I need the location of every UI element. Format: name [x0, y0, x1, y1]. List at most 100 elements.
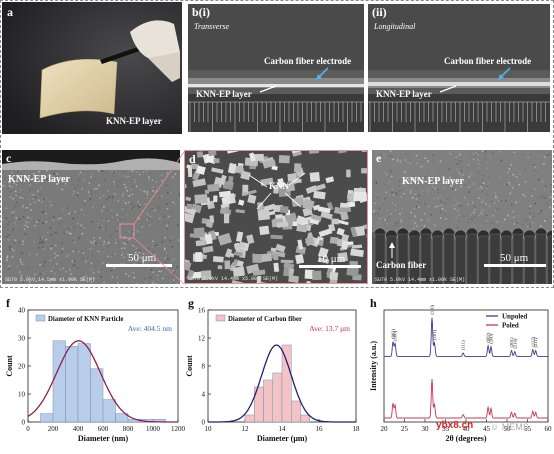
watermark-left: ybx8.cn [436, 420, 474, 431]
f-xlabel: Diameter (nm) [78, 434, 129, 443]
h-xtick-label: 20 [381, 425, 389, 433]
h-xtick-label: 50 [504, 425, 512, 433]
panel-b2-label: (ii) [372, 5, 387, 19]
c-layer-label: KNN-EP layer [8, 174, 70, 185]
panel-a-label: a [7, 5, 13, 19]
e-footer: SU70 5.0kV 14.4mm x1.00k SE(M) [375, 277, 466, 283]
panel-b1-label: b(i) [192, 5, 210, 19]
e-scale-text: 50 μm [500, 252, 529, 264]
panel-d-label: d [189, 152, 196, 166]
f-bar [65, 346, 79, 423]
h-ylabel: Intensity (a.u.) [369, 341, 378, 391]
f-xtick-label: 1000 [146, 425, 161, 433]
h-legend-label: Poled [502, 322, 519, 330]
h-xtick-label: 25 [401, 425, 409, 433]
f-ytick-label: 0 [22, 419, 26, 427]
g-bar [263, 379, 273, 423]
f-legend-label: Diameter of KNN Particle [48, 316, 124, 323]
f-average-label: Ave: 404.5 nm [128, 324, 172, 333]
panel-b2-sem: (ii) Longitudinal Carbon fiber electrode… [368, 4, 550, 132]
panel-f-label: f [6, 296, 10, 310]
panel-c-label: c [6, 151, 12, 165]
b2-cross-section [368, 4, 550, 132]
f-xtick-label: 400 [73, 425, 84, 433]
g-xtick-label: 18 [353, 425, 361, 433]
g-xtick-label: 14 [279, 425, 287, 433]
f-bar [40, 413, 54, 423]
f-fit-curve [27, 340, 178, 423]
h-peak-label: (100) [393, 330, 398, 340]
h-xtick-label: 45 [483, 425, 491, 433]
c-footer: SU70 5.0kV 14.5mm x1.00k SE(M) [5, 277, 96, 283]
panel-c-sem: c KNN-EP layer 50 μm SU70 5.0kV 14.5mm x… [2, 150, 180, 284]
g-fit-curve [208, 344, 356, 423]
panel-d-sem: d KNN 10 μm SU70 5.0kV 14.4mm x5.00k SE(… [184, 150, 368, 284]
panel-e-label: e [376, 151, 382, 165]
panel-h-label: h [370, 296, 377, 310]
g-xtick-label: 16 [316, 425, 324, 433]
g-bar [291, 400, 301, 423]
d-arrows [248, 172, 306, 210]
g-ytick-label: 8 [202, 363, 206, 371]
panel-a-photo: a KNN-EP layer [2, 2, 182, 134]
h-peak-label: (201) [509, 337, 514, 347]
e-texture [372, 150, 552, 284]
g-xtick-label: 10 [205, 425, 213, 433]
chart-h-xrd: 20 25 30 35 40 45 50 55 60 2θ (degrees) Intensity … [369, 304, 553, 443]
g-ytick-label: 0 [202, 419, 206, 427]
b2-electrode-label: Carbon fiber electrode [444, 56, 532, 66]
panel-b1-sem: b(i) Transverse Carbon fiber electrode K… [188, 4, 364, 132]
h-legend-label: Unpoled [502, 313, 527, 321]
chart-g-histogram: 10 12 14 16 18 0 4 8 12 16 Diameter (μm) Count Diame… [185, 307, 361, 444]
g-ytick-label: 12 [198, 335, 206, 343]
b1-cross-section [188, 4, 364, 132]
d-particle-label: KNN [269, 181, 289, 191]
panel-g-label: g [188, 296, 194, 310]
h-xtick-label: 40 [463, 425, 471, 433]
f-bar [102, 399, 116, 423]
g-ytick-label: 4 [202, 391, 206, 399]
d-scale-text: 10 μm [317, 253, 346, 265]
g-legend-label: Diameter of Carbon fiber [228, 316, 302, 323]
wechat-icon: ☺ [490, 422, 500, 432]
panel-e-sem: e KNN-EP layer Carbon fiber 50 μm SU70 5… [372, 150, 552, 284]
h-peak-label: (101) [432, 329, 437, 339]
f-xtick-label: 600 [98, 425, 109, 433]
b1-orientation: Transverse [194, 22, 230, 31]
h-xtick-label: 60 [545, 425, 553, 433]
g-average-label: Ave: 13.7 μm [309, 324, 350, 333]
panel-a-caption: KNN-EP layer [106, 116, 162, 126]
watermark-right: ☺ MEMS [490, 422, 529, 432]
e-scale-bar [484, 264, 546, 267]
f-ytick-label: 30 [18, 335, 26, 343]
g-bar [272, 372, 283, 423]
h-xlabel: 2θ (degrees) [445, 434, 486, 443]
f-bar [115, 413, 129, 423]
f-ylabel: Count [5, 355, 14, 377]
h-peak-label: (110) [429, 304, 434, 314]
b1-electrode-label: Carbon fiber electrode [264, 56, 352, 66]
g-ytick-label: 16 [198, 307, 206, 315]
c-scale-text: 50 μm [128, 252, 157, 264]
h-xtick-label: 35 [442, 425, 450, 433]
hand [130, 20, 180, 60]
f-xtick-label: 200 [48, 425, 59, 433]
h-series-unpoled [384, 317, 548, 357]
chart-f-histogram: 0 200 400 600 800 1000 1200 0 10 20 30 40 Diameter (… [5, 307, 186, 444]
g-xtick-label: 12 [242, 425, 250, 433]
b1-arrows [259, 67, 329, 93]
e-layer-label: KNN-EP layer [402, 176, 464, 187]
f-ytick-label: 10 [18, 391, 26, 399]
h-peak-label: (111) [461, 340, 466, 350]
c-scale-bar [106, 264, 172, 267]
h-xtick-label: 30 [422, 425, 430, 433]
h-peak-label: (001) [391, 328, 396, 338]
g-bar [244, 414, 255, 423]
f-bar [77, 343, 91, 423]
d-grains [185, 151, 367, 283]
e-arrow [389, 242, 395, 258]
g-legend-swatch [215, 314, 226, 322]
h-peak-label: (200) [489, 333, 494, 343]
d-scale-bar [299, 265, 361, 268]
h-peak-label: (210) [512, 338, 517, 348]
